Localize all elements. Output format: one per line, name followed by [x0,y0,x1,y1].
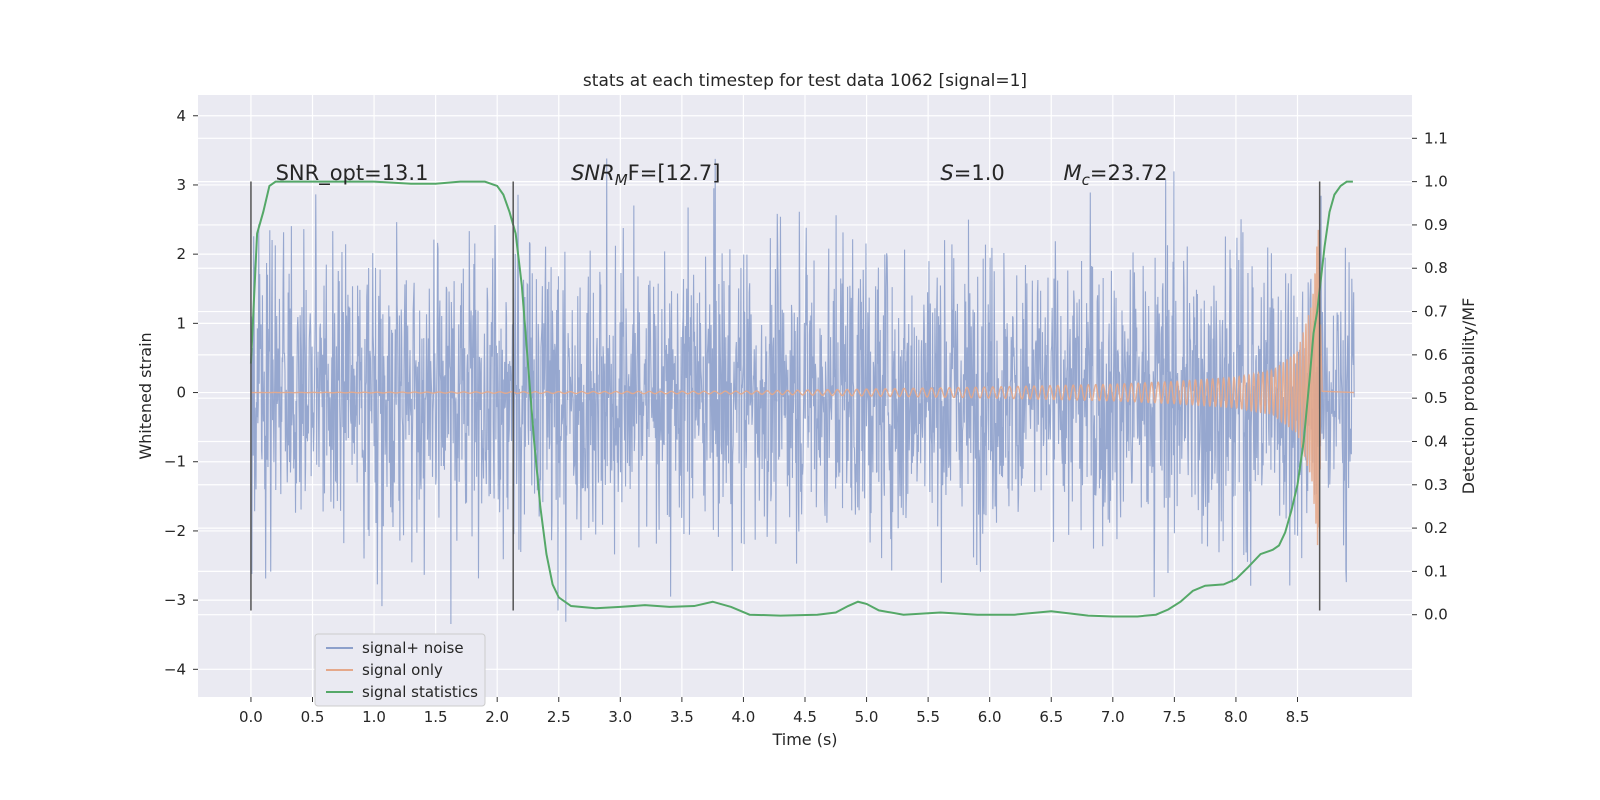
y-tick-label: −4 [164,660,186,678]
annotation-3: Mc=23.72 [1064,161,1168,189]
y2-tick-label: 0.3 [1424,476,1448,494]
x-tick-label: 7.5 [1162,708,1186,726]
y-tick-label: 0 [176,384,186,402]
y2-tick-label: 0.1 [1424,562,1448,580]
series-signal-noise [250,158,1355,624]
annotation-2: S=1.0 [940,161,1004,185]
legend-label-noise: signal+ noise [362,639,464,657]
y-tick-label: 1 [176,314,186,332]
y-tick-label: 4 [176,107,186,125]
annotation-1: SNRMF=[12.7] [571,161,720,189]
legend-label-stats: signal statistics [362,683,478,701]
y-tick-label: −3 [164,591,186,609]
annotation-0: SNR_opt=13.1 [276,161,429,186]
legend-label-signal: signal only [362,661,443,679]
x-tick-label: 3.0 [608,708,632,726]
vertical-markers [250,181,1321,611]
x-tick-label: 1.0 [362,708,386,726]
y2-tick-label: 0.2 [1424,519,1448,537]
x-tick-label: 3.5 [670,708,694,726]
y2-tick-label: 0.7 [1424,303,1448,321]
x-tick-label: 7.0 [1101,708,1125,726]
x-tick-label: 6.5 [1039,708,1063,726]
y2-axis-label: Detection probability/MF [1459,298,1478,495]
x-tick-label: 0.5 [301,708,325,726]
y2-tick-label: 1.1 [1424,129,1448,147]
y2-tick-label: 0.0 [1424,606,1448,624]
y2-tick-label: 0.5 [1424,389,1448,407]
tick-labels: 0.0 0.5 1.0 1.5 2.0 2.5 3.0 3.5 4.0 4.5 5.0 5.5 6.0 6… [164,107,1448,726]
chart-title: stats at each timestep for test data 106… [583,71,1027,91]
y2-tick-label: 0.8 [1424,259,1448,277]
x-tick-label: 0.0 [239,708,263,726]
y2-tick-label: 0.9 [1424,216,1448,234]
x-tick-label: 2.5 [547,708,571,726]
y-tick-label: 2 [176,245,186,263]
x-tick-label: 8.0 [1224,708,1248,726]
x-tick-label: 5.5 [916,708,940,726]
annotations: SNR_opt=13.1 SNRMF=[12.7] S=1.0 Mc=23.72 [276,161,1168,189]
x-tick-label: 1.5 [424,708,448,726]
legend: signal+ noise signal only signal statist… [314,633,486,707]
x-axis-label: Time (s) [771,730,837,749]
y2-tick-label: 1.0 [1424,173,1448,191]
y-tick-label: 3 [176,176,186,194]
y-tick-label: −1 [164,453,186,471]
y-tick-label: −2 [164,522,186,540]
y2-tick-label: 0.4 [1424,432,1448,450]
series-signal-only [250,229,1355,546]
x-tick-label: 4.0 [732,708,756,726]
x-tick-label: 4.5 [793,708,817,726]
x-tick-label: 6.0 [978,708,1002,726]
y-axis-label: Whitened strain [136,332,155,459]
y2-tick-label: 0.6 [1424,346,1448,364]
x-tick-label: 5.0 [855,708,879,726]
x-tick-label: 8.5 [1286,708,1310,726]
legend-box [314,633,486,707]
x-tick-label: 2.0 [485,708,509,726]
series-signal-statistics [249,180,1353,618]
series-layer [249,158,1355,624]
